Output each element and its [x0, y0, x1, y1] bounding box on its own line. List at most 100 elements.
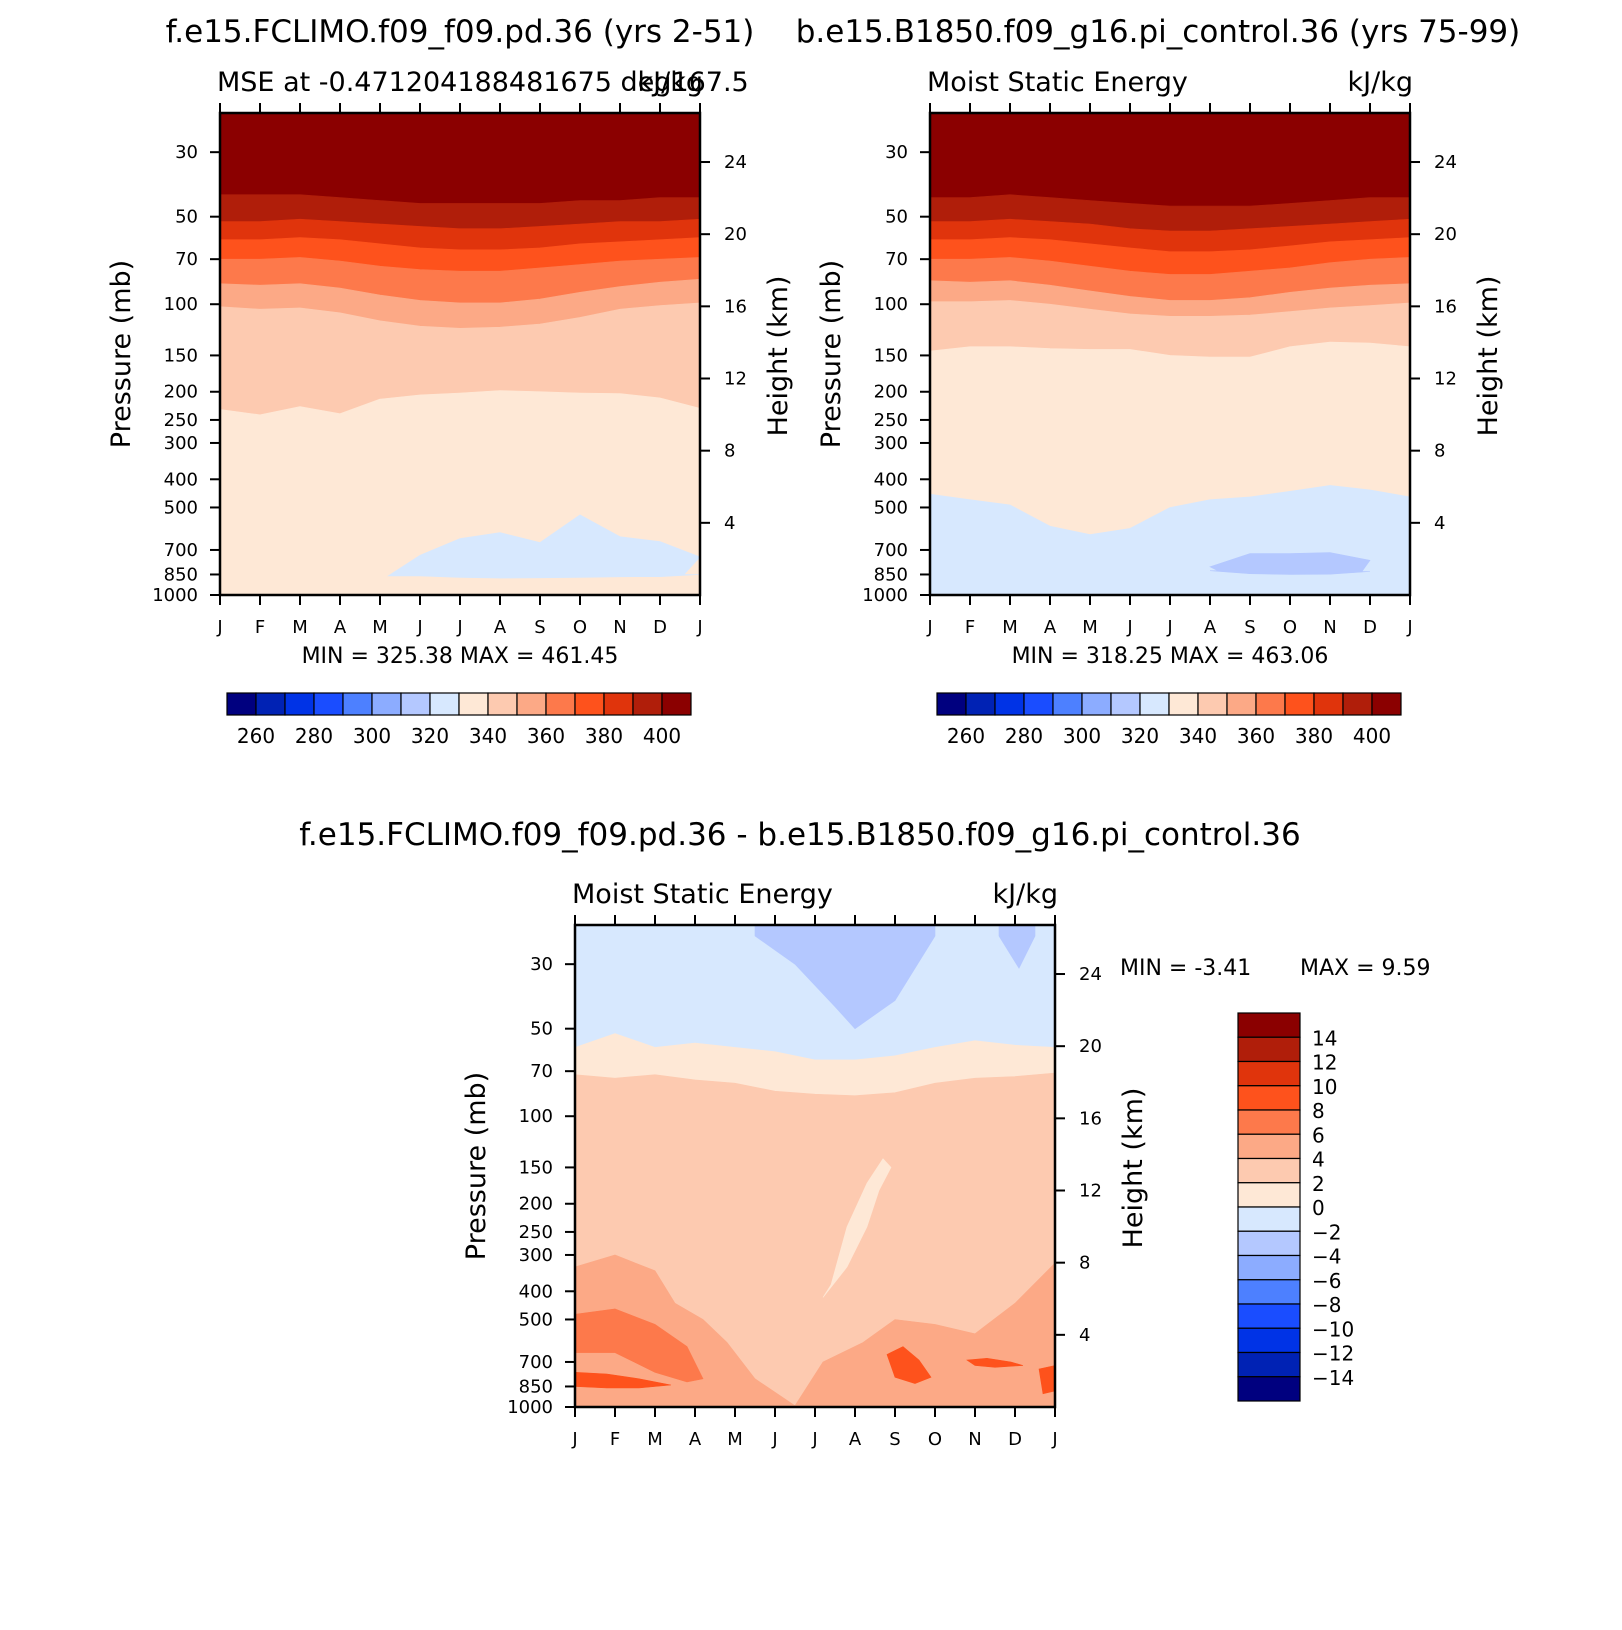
x-tick-label: M	[647, 1429, 663, 1450]
contour-fill-blob	[1209, 552, 1371, 575]
x-tick-label: A	[334, 617, 347, 638]
height-tick-label: 24	[1434, 152, 1457, 173]
contour-fill-surface	[220, 589, 700, 595]
y-tick-label: 200	[164, 382, 198, 403]
colorbar-label: 12	[1312, 1051, 1337, 1075]
colorbar-swatch	[632, 692, 663, 716]
colorbar-swatch	[1237, 1254, 1301, 1281]
y-tick-label: 1000	[152, 585, 198, 606]
contour-fill-hotspot-4	[1038, 1365, 1055, 1395]
x-tick-label: J	[1051, 1429, 1057, 1450]
x-tick-label: F	[965, 617, 975, 638]
colorbar-swatch	[1237, 1036, 1301, 1063]
colorbar-swatch	[1284, 692, 1315, 716]
y-tick-label: 400	[874, 469, 908, 490]
height-tick-label: 4	[1434, 513, 1445, 534]
colorbar-label: 260	[237, 724, 275, 748]
y-tick-label: 100	[519, 1106, 553, 1127]
colorbar-label: −8	[1312, 1293, 1341, 1317]
y-tick-label: 500	[164, 497, 198, 518]
colorbar-label: 2	[1312, 1172, 1325, 1196]
x-tick-label: A	[849, 1429, 862, 1450]
x-tick-label: J	[926, 617, 932, 638]
y-tick-label: 700	[164, 540, 198, 561]
y-tick-label: 250	[164, 410, 198, 431]
y-tick-label: 850	[874, 564, 908, 585]
y-tick-label: 500	[874, 497, 908, 518]
colorbar-swatch	[1168, 692, 1199, 716]
y-axis-label: Pressure (mb)	[816, 260, 847, 448]
height-tick-label: 20	[724, 224, 747, 245]
colorbar-swatch	[1237, 1327, 1301, 1354]
panel-subtitle: Moist Static Energy	[927, 67, 1188, 98]
min-max-stats: MIN = 325.38 MAX = 461.45	[302, 644, 619, 669]
x-tick-label: M	[372, 617, 388, 638]
colorbar-swatch	[1237, 1303, 1301, 1329]
height-tick-label: 8	[724, 441, 735, 462]
y-tick-label: 50	[175, 207, 198, 228]
contour-fill-blob	[386, 514, 700, 579]
colorbar-swatch	[516, 692, 547, 716]
colorbar-swatch	[313, 692, 344, 716]
y-tick-label: 300	[874, 433, 908, 454]
colorbar-swatch	[1226, 692, 1257, 716]
x-tick-label: O	[1283, 617, 1297, 638]
y-tick-label: 100	[164, 294, 198, 315]
y-tick-label: 700	[519, 1352, 553, 1373]
panel-top-left: J F M A M J J A S O N D J305070100150200250300400500…	[106, 67, 794, 748]
x-tick-label: O	[573, 617, 587, 638]
x-tick-label: M	[1082, 617, 1098, 638]
colorbar-swatch	[1237, 1182, 1301, 1208]
colorbar-swatch	[936, 692, 967, 716]
y-tick-label: 50	[885, 207, 908, 228]
height-tick-label: 16	[1079, 1108, 1102, 1129]
y-tick-label: 300	[164, 433, 198, 454]
height-tick-label: 4	[1079, 1325, 1090, 1346]
colorbar-swatch	[1237, 1351, 1301, 1378]
height-tick-label: 16	[1434, 296, 1457, 317]
min-stat: MIN = -3.41	[1120, 956, 1251, 981]
colorbar-swatch	[661, 692, 692, 716]
colorbar-swatch	[429, 692, 460, 716]
contour-fill-negative-lobe-2	[998, 925, 1036, 969]
y-axis-label: Pressure (mb)	[106, 260, 137, 448]
colorbar-swatch	[1313, 692, 1344, 716]
colorbar-label: 400	[1353, 724, 1391, 748]
x-tick-label: M	[1002, 617, 1018, 638]
height-tick-label: 20	[1079, 1036, 1102, 1057]
colorbar: 260 280 300 320 340 360 380 400	[936, 692, 1402, 748]
colorbar-label: 14	[1312, 1026, 1337, 1050]
y-tick-label: 700	[874, 540, 908, 561]
x-tick-label: A	[494, 617, 507, 638]
x-tick-label: O	[928, 1429, 942, 1450]
colorbar-swatch	[371, 692, 402, 716]
colorbar-swatch	[255, 692, 286, 716]
x-tick-label: F	[610, 1429, 620, 1450]
colorbar-swatch	[1255, 692, 1286, 716]
x-tick-label: N	[613, 617, 626, 638]
y-axis-label-right: Height (km)	[1473, 276, 1504, 437]
colorbar-label: 300	[1063, 724, 1101, 748]
colorbar-label: 6	[1312, 1123, 1325, 1147]
y-tick-label: 1000	[507, 1397, 553, 1418]
colorbar-label: −14	[1312, 1366, 1354, 1390]
colorbar-swatch	[545, 692, 576, 716]
x-tick-label: F	[255, 617, 265, 638]
contour-fill-center-tongue	[822, 1158, 892, 1298]
colorbar-swatch	[1237, 1109, 1301, 1135]
colorbar-label: 340	[1179, 724, 1217, 748]
colorbar-label: 4	[1312, 1148, 1325, 1172]
colorbar-label: 0	[1312, 1196, 1325, 1220]
panel-difference: J F M A M J J A S O N D J305070100150200250300400500…	[461, 879, 1431, 1450]
colorbar-swatch	[1139, 692, 1170, 716]
contour-fills	[930, 113, 1410, 595]
colorbar-label: −2	[1312, 1220, 1341, 1244]
colorbar-swatch	[1237, 1157, 1301, 1184]
colorbar-swatch	[1110, 692, 1141, 716]
colorbar-label: −6	[1312, 1269, 1341, 1293]
x-tick-label: D	[1363, 617, 1377, 638]
colorbar-swatch	[1237, 1060, 1301, 1087]
colorbar-label: −4	[1312, 1245, 1341, 1269]
y-tick-label: 1000	[862, 585, 908, 606]
panel-units: kJ/kg	[993, 879, 1058, 910]
